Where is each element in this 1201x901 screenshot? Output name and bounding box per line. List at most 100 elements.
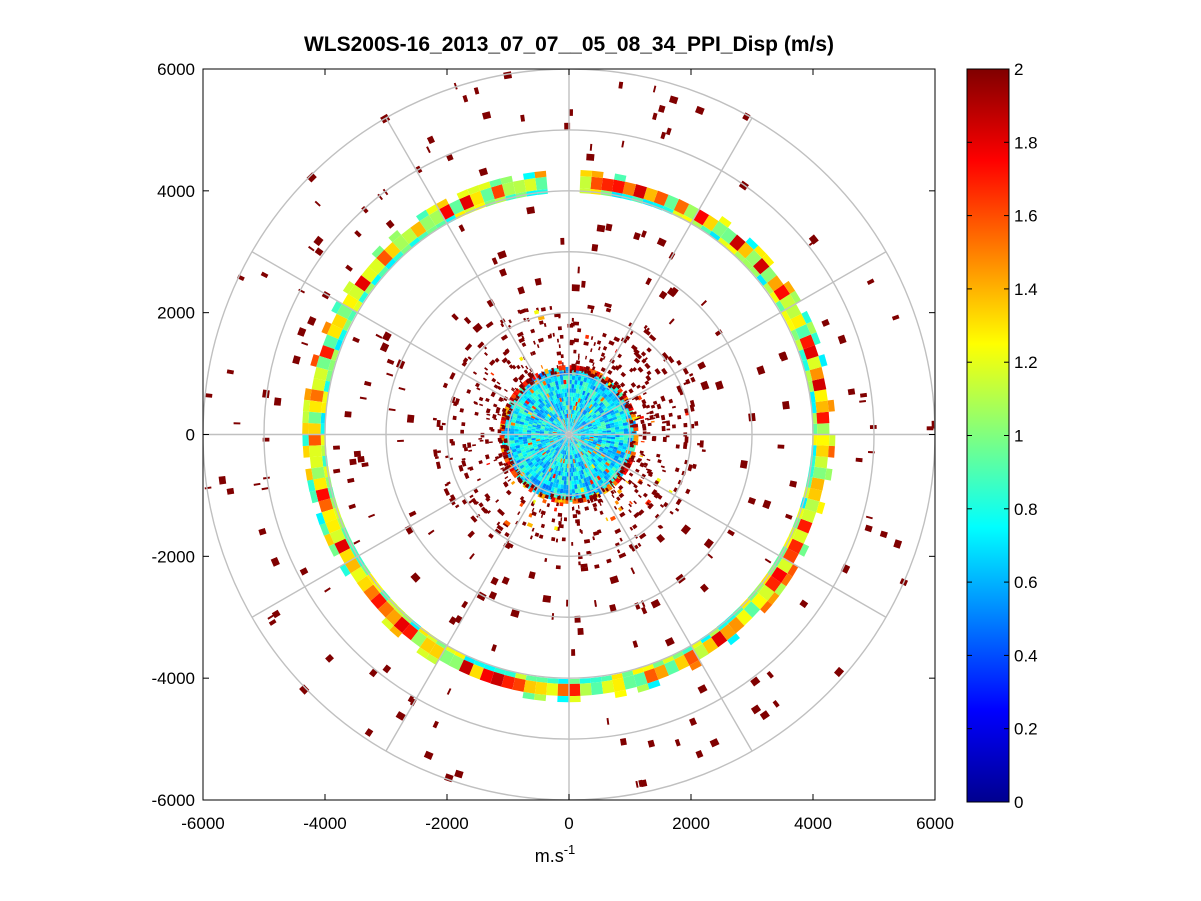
- disk-cell: [589, 435, 594, 438]
- disk-cell: [573, 454, 576, 459]
- disk-cell: [530, 407, 535, 412]
- disk-cell: [600, 396, 605, 402]
- disk-cell: [614, 455, 620, 460]
- disk-cell: [593, 455, 599, 460]
- scatter-cell: [669, 510, 674, 515]
- scatter-cell: [597, 493, 602, 498]
- disk-cell: [551, 395, 556, 400]
- disk-cell: [549, 382, 554, 388]
- disk-cell: [554, 419, 558, 423]
- disk-cell: [540, 425, 546, 428]
- disk-cell: [544, 410, 549, 415]
- disk-cell: [564, 392, 567, 397]
- scatter-cell: [518, 308, 527, 315]
- ring-cell: [643, 668, 659, 684]
- scatter-cell: [479, 439, 484, 442]
- disk-cell: [547, 378, 552, 384]
- disk-cell: [558, 462, 562, 467]
- disk-cell: [589, 384, 594, 390]
- outer-scatter-cell: [526, 206, 535, 215]
- disk-cell: [558, 444, 562, 448]
- disk-cell: [571, 428, 575, 433]
- scatter-cell: [661, 352, 669, 360]
- outer-scatter-cell: [462, 94, 469, 103]
- scatter-cell: [503, 462, 509, 467]
- scatter-cell: [646, 412, 651, 415]
- scatter-cell: [538, 374, 542, 379]
- disk-cell: [539, 429, 545, 432]
- disk-cell: [573, 463, 576, 468]
- outer-scatter-cell: [748, 413, 756, 422]
- disk-cell: [598, 468, 603, 474]
- scatter-cell: [565, 496, 569, 501]
- ring-cell: [316, 355, 332, 370]
- disk-cell: [534, 408, 540, 413]
- disk-cell: [597, 451, 602, 456]
- outer-scatter-cell: [605, 223, 613, 232]
- disk-cell: [630, 447, 636, 452]
- disk-cell: [579, 456, 583, 462]
- scatter-cell: [668, 398, 674, 404]
- scatter-cell: [641, 403, 647, 409]
- disk-cell: [573, 471, 576, 477]
- disk-cell: [589, 399, 594, 404]
- scatter-cell: [564, 370, 566, 374]
- scatter-cell: [623, 391, 627, 395]
- disk-cell: [598, 390, 604, 396]
- outer-scatter-cell: [473, 87, 480, 95]
- outer-scatter-cell: [292, 355, 301, 365]
- disk-cell: [520, 446, 525, 451]
- scatter-cell: [684, 408, 689, 414]
- disk-cell: [561, 419, 564, 424]
- disk-cell: [606, 436, 611, 439]
- disk-cell: [524, 417, 530, 422]
- disk-cell: [546, 402, 551, 408]
- disk-cell: [573, 401, 576, 406]
- disk-cell: [597, 425, 602, 429]
- ring-cell: [612, 677, 626, 692]
- disk-cell: [555, 398, 559, 404]
- disk-cell: [545, 425, 550, 429]
- disk-cell: [584, 406, 589, 411]
- disk-cell: [563, 454, 566, 460]
- ring-cell: [376, 249, 393, 267]
- ring-cell: [302, 434, 309, 447]
- scatter-cell: [637, 509, 645, 516]
- ring-cell: [751, 593, 768, 610]
- disk-cell: [548, 429, 554, 432]
- ring-cell: [643, 187, 658, 203]
- scatter-cell: [570, 496, 572, 501]
- outer-scatter-cell: [569, 109, 573, 116]
- disk-cell: [617, 447, 622, 452]
- disk-cell: [577, 453, 581, 458]
- disk-cell: [570, 437, 572, 442]
- disk-cell: [511, 416, 517, 421]
- disk-cell: [559, 425, 564, 430]
- outer-scatter-cell: [633, 232, 641, 241]
- disk-cell: [542, 421, 547, 425]
- outer-scatter-cell: [324, 587, 331, 593]
- ring-cell: [790, 290, 802, 304]
- scatter-cell: [639, 455, 644, 458]
- ring-cell: [760, 266, 777, 283]
- scatter-cell: [646, 347, 652, 353]
- disk-cell: [613, 444, 619, 448]
- disk-cell: [560, 415, 564, 420]
- ring-cell: [717, 237, 730, 248]
- disk-cell: [580, 427, 585, 431]
- disk-cell: [612, 407, 618, 412]
- disk-cell: [590, 469, 595, 475]
- scatter-cell: [470, 515, 478, 523]
- disk-cell: [565, 455, 567, 460]
- disk-cell: [511, 445, 516, 450]
- disk-cell: [566, 442, 568, 447]
- scatter-cell: [592, 536, 595, 541]
- scatter-cell: [675, 444, 680, 449]
- disk-cell: [557, 437, 562, 440]
- disk-cell: [592, 407, 598, 413]
- disk-cell: [590, 452, 596, 457]
- ring-cell: [392, 251, 404, 262]
- scatter-cell: [660, 465, 665, 469]
- disk-cell: [569, 438, 572, 443]
- disk-cell: [576, 435, 582, 437]
